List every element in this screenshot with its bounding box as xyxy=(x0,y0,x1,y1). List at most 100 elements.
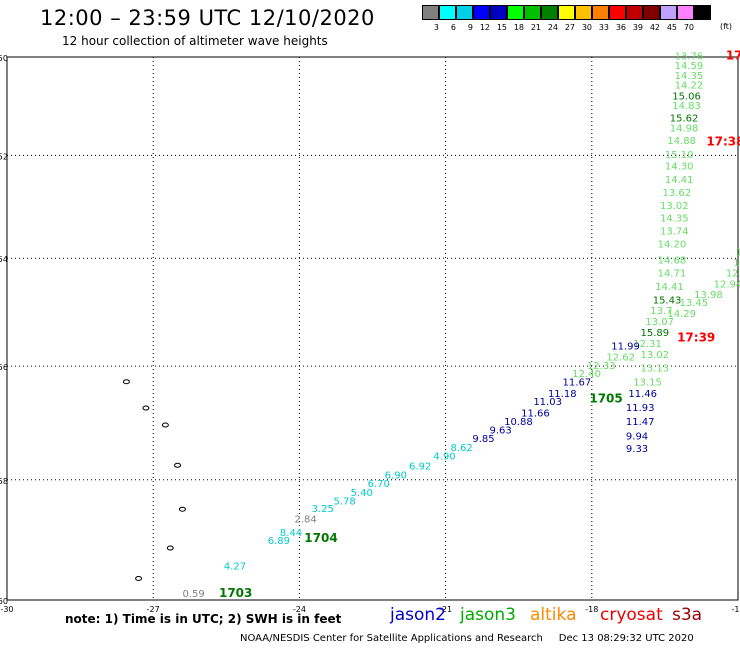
wave-height-label: 14.35 xyxy=(675,71,704,82)
wave-height-label: 11.93 xyxy=(626,403,655,414)
wave-height-label: 12.62 xyxy=(606,353,635,364)
legend-swatch xyxy=(643,5,660,20)
island-outline xyxy=(178,506,186,512)
pass-time-label: 1705 xyxy=(589,391,622,405)
wave-height-label: 13.62 xyxy=(662,188,691,199)
legend-swatch xyxy=(609,5,626,20)
legend-swatch xyxy=(422,5,439,20)
legend-label: 39 xyxy=(632,23,643,32)
legend-swatch xyxy=(677,5,694,20)
wave-height-label: 13.76 xyxy=(675,51,704,62)
wave-height-label: 4.90 xyxy=(433,451,455,462)
wave-height-label: 13.02 xyxy=(660,201,689,212)
pass-time-label: 1704 xyxy=(304,531,337,545)
wave-height-label: 13.02 xyxy=(641,350,670,361)
lon-label: -21 xyxy=(439,605,452,614)
island-outline xyxy=(122,379,130,385)
wave-height-label: 13.13 xyxy=(641,364,670,375)
pass-time-label: 17:3 xyxy=(726,48,740,62)
wave-height-label: 15.06 xyxy=(672,91,701,102)
wave-height-label: 15.43 xyxy=(653,295,682,306)
wave-height-label: 12.50 xyxy=(726,269,740,280)
satellite-altika: altika xyxy=(530,605,577,625)
wave-height-label: 6.70 xyxy=(368,479,390,490)
map-subtitle: 12 hour collection of altimeter wave hei… xyxy=(62,34,328,48)
footer: NOAA/NESDIS Center for Satellite Applica… xyxy=(240,633,694,644)
wave-height-label: 12.40 xyxy=(572,369,601,380)
legend-swatch xyxy=(575,5,592,20)
map-title: 12:00 – 23:59 UTC 12/10/2020 xyxy=(40,6,375,30)
wave-height-label: 10.88 xyxy=(504,417,533,428)
wave-height-label: 14.22 xyxy=(675,81,704,92)
wave-height-label: 6.92 xyxy=(409,461,431,472)
legend-label: 6 xyxy=(450,23,456,32)
wave-height-label: 11.99 xyxy=(611,342,640,353)
lon-label: -18 xyxy=(585,605,598,614)
wave-height-label: 14.29 xyxy=(667,309,696,320)
legend-label: 21 xyxy=(530,23,541,32)
legend-label: 3 xyxy=(433,23,439,32)
wave-height-label: 12.7 xyxy=(733,258,740,269)
island-outline xyxy=(142,405,150,411)
legend-swatches xyxy=(422,5,711,20)
wave-height-label: 9.63 xyxy=(489,426,511,437)
pass-time-label: 17:38 xyxy=(706,134,740,148)
wave-height-label: 11.18 xyxy=(548,389,577,400)
wave-height-label: 0.59 xyxy=(182,589,204,600)
wave-height-label: 13.15 xyxy=(633,378,662,389)
legend-swatch xyxy=(473,5,490,20)
legend-label: 27 xyxy=(564,23,575,32)
lat-label: -60 xyxy=(0,597,8,606)
wave-height-label: 3.25 xyxy=(312,504,334,515)
satellite-s3a: s3a xyxy=(672,605,703,625)
legend-label: 30 xyxy=(581,23,592,32)
lon-label: -30 xyxy=(0,605,13,614)
map-frame xyxy=(6,56,739,601)
wave-height-label: 5.78 xyxy=(334,496,356,507)
legend-label: 15 xyxy=(496,23,507,32)
island-outline xyxy=(174,462,182,468)
legend-swatch xyxy=(439,5,456,20)
wave-height-label: 12.94 xyxy=(714,279,740,290)
legend-label: 70 xyxy=(683,23,694,32)
wave-height-label: 6.89 xyxy=(268,536,290,547)
legend-labels: 3 6 9 12 15 18 21 24 27 30 33 36 39 42 45 70 xyxy=(422,23,711,32)
wave-height-label: 14.20 xyxy=(658,240,687,251)
legend-label: 9 xyxy=(467,23,473,32)
wave-height-label: 8.62 xyxy=(450,443,472,454)
wave-height-label: 15.62 xyxy=(670,113,699,124)
wave-height-label: 13.07 xyxy=(645,317,674,328)
wave-height-label: 15.10 xyxy=(665,150,694,161)
wave-height-label: 14.68 xyxy=(658,255,687,266)
wave-height-label: 9.33 xyxy=(626,444,648,455)
wave-height-label: 5.40 xyxy=(351,488,373,499)
lat-label: -56 xyxy=(0,363,8,372)
wave-height-label: 14.30 xyxy=(665,161,694,172)
wave-height-label: 14.35 xyxy=(660,214,689,225)
wave-height-label: 11.67 xyxy=(563,378,592,389)
legend-swatch xyxy=(694,5,711,20)
legend-label: 45 xyxy=(666,23,677,32)
satellite-jason3: jason3 xyxy=(460,605,516,625)
wave-height-label: 12.33 xyxy=(587,361,616,372)
legend-swatch xyxy=(456,5,473,20)
lat-label: -58 xyxy=(0,477,8,486)
note-text: note: 1) Time is in UTC; 2) SWH is in fe… xyxy=(65,612,342,626)
legend-label: 12 xyxy=(479,23,490,32)
wave-height-label: 15.89 xyxy=(641,328,670,339)
island-outline xyxy=(161,422,169,428)
pass-time-label: 1703 xyxy=(219,586,252,600)
legend-label: 18 xyxy=(513,23,524,32)
wave-height-label: 8.44 xyxy=(280,528,302,539)
legend-label: 33 xyxy=(598,23,609,32)
legend-swatch xyxy=(541,5,558,20)
footer-source: NOAA/NESDIS Center for Satellite Applica… xyxy=(240,633,543,644)
legend-label: 42 xyxy=(649,23,660,32)
wave-height-label: 11.46 xyxy=(628,389,657,400)
wave-height-label: 14.98 xyxy=(670,123,699,134)
lon-label: -27 xyxy=(147,605,160,614)
satellite-jason2: jason2 xyxy=(390,605,446,625)
island-outline xyxy=(135,575,143,581)
wave-height-label: 13.7 xyxy=(650,306,672,317)
